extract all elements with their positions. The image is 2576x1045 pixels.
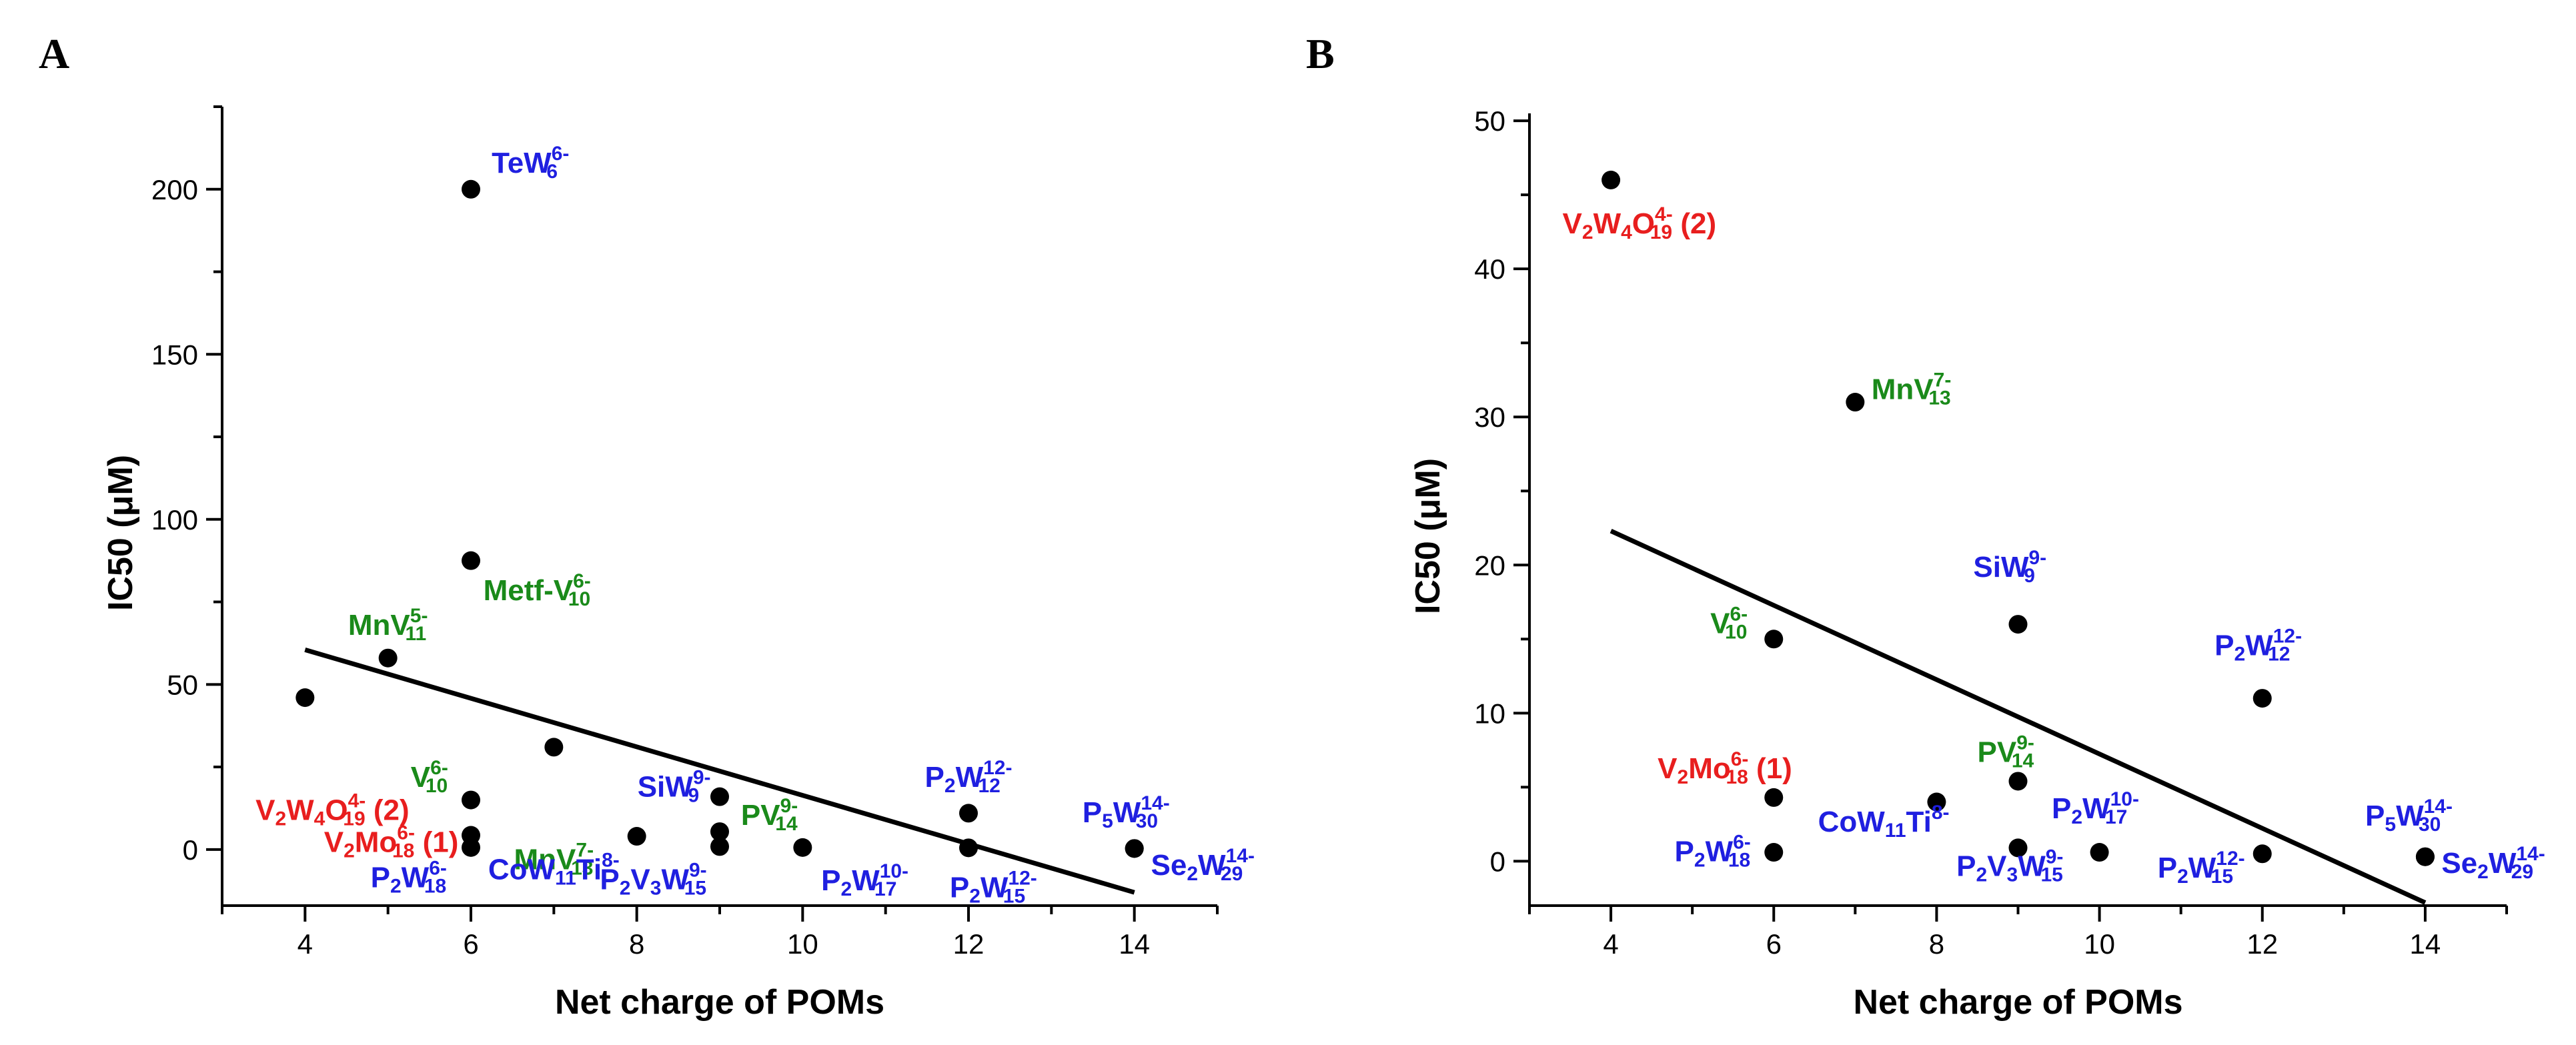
panel-a-data-point bbox=[462, 838, 480, 857]
panel-a-data-point bbox=[544, 738, 564, 757]
panel-b-point-label: P2W12-12 bbox=[2214, 626, 2302, 666]
panel-b-y-tick-label: 10 bbox=[1474, 698, 1505, 729]
panel-b-point-label: CoW11Ti8- bbox=[1818, 802, 1950, 842]
panel-b-point-label: PV9-14 bbox=[1977, 732, 2034, 772]
panel-b-y-tick-label: 30 bbox=[1474, 401, 1505, 433]
panel-b-point-label: V6-10 bbox=[1710, 604, 1748, 644]
panel-b-y-axis-title: IC50 (μM) bbox=[1409, 458, 1447, 614]
panel-a-y-tick-label: 0 bbox=[183, 834, 198, 866]
panel-a-point-label: CoW11Ti8- bbox=[488, 850, 620, 890]
panel-b-y-tick-label: 20 bbox=[1474, 550, 1505, 581]
panel-a-data-point bbox=[793, 838, 812, 857]
panel-a-y-tick-label: 200 bbox=[151, 174, 198, 205]
panel-b-point-label: V2Mo6-18 (1) bbox=[1658, 748, 1792, 788]
panel-a-point-label: P2W12-12 bbox=[925, 757, 1013, 797]
panel-a-point-label: P2W12-15 bbox=[950, 868, 1037, 908]
panel-a-data-point bbox=[627, 827, 646, 846]
panel-a-y-tick-label: 50 bbox=[167, 669, 198, 700]
panel-b-x-tick-label: 6 bbox=[1766, 928, 1782, 960]
panel-a-data-point bbox=[378, 648, 398, 668]
panel-a-y-axis-title: IC50 (μM) bbox=[101, 455, 140, 611]
panel-a-x-tick-label: 4 bbox=[297, 928, 313, 960]
panel-a-point-label: V2W4O4-19 (2) bbox=[255, 790, 410, 830]
panel-a-data-point bbox=[295, 688, 315, 708]
panel-a-x-tick-label: 12 bbox=[953, 928, 985, 960]
panel-a-x-axis-title: Net charge of POMs bbox=[555, 983, 884, 1022]
panel-b-x-tick-label: 4 bbox=[1603, 928, 1618, 960]
panel-b-data-point bbox=[1927, 792, 1946, 812]
panel-a-data-point bbox=[1125, 839, 1144, 858]
panel-b-point-label: P5W14-30 bbox=[2365, 796, 2453, 836]
panel-b-fit-line bbox=[1609, 529, 2427, 905]
panel-b-data-point bbox=[1601, 170, 1621, 189]
panel-b-data-point bbox=[2252, 689, 2272, 708]
panel-b-data-point bbox=[1764, 788, 1784, 807]
panel-a-data-point bbox=[959, 804, 978, 823]
panel-a-data-point bbox=[462, 179, 480, 199]
panel-a-point-label: V2Mo6-18 (1) bbox=[324, 822, 459, 862]
panel-b-data-point bbox=[2008, 772, 2028, 791]
panel-a-data-point bbox=[710, 822, 729, 842]
panel-a-point-label: MnV7-13 bbox=[514, 840, 594, 880]
panel-a-point-label: SiW9-9 bbox=[638, 767, 711, 807]
panel-a-point-label: P2W6-18 bbox=[371, 858, 447, 898]
panel-b-data-point bbox=[1764, 843, 1784, 862]
panel-b-point-label: V2W4O4-19 (2) bbox=[1563, 203, 1717, 243]
panel-a-x-tick-label: 10 bbox=[787, 928, 818, 960]
panel-b-data-point bbox=[2415, 847, 2435, 866]
panel-a-point-label: V6-10 bbox=[411, 757, 448, 797]
panel-b-data-point bbox=[2252, 844, 2272, 864]
panel-letter-a: A bbox=[39, 30, 69, 77]
panel-a-data-point bbox=[710, 837, 729, 856]
panel-a-fit-line bbox=[304, 647, 1135, 895]
panel-b-point-label: SiW9-9 bbox=[1973, 547, 2046, 587]
panel-b-data-point bbox=[2090, 843, 2109, 862]
panel-b-data-point bbox=[2008, 615, 2028, 634]
panel-a-point-label: MnV5-11 bbox=[348, 605, 428, 645]
panel-b-x-tick-label: 14 bbox=[2410, 928, 2441, 960]
panel-a-data-point bbox=[462, 790, 480, 810]
panel-b-point-label: MnV7-13 bbox=[1872, 369, 1952, 409]
panel-b-point-label: P2W12-15 bbox=[2158, 848, 2245, 888]
panel-b-x-tick-label: 10 bbox=[2084, 928, 2115, 960]
panel-a-x-tick-label: 8 bbox=[629, 928, 644, 960]
panel-b-y-tick-label: 50 bbox=[1474, 105, 1505, 137]
chart-panel-a: A 4 6 8 10 12 14 0 50 100 150 200 Net charge of POM… bbox=[39, 30, 1255, 1022]
panel-a-point-label: TeW6-6 bbox=[492, 143, 569, 183]
panel-a-point-label: Metf-V6-10 bbox=[484, 570, 591, 610]
panel-b-data-point bbox=[1764, 630, 1784, 649]
panel-a-y-tick-label: 150 bbox=[151, 339, 198, 370]
panel-a-point-label: P2W10-17 bbox=[821, 861, 908, 901]
panel-b-x-axis-title: Net charge of POMs bbox=[1853, 983, 2182, 1022]
panel-a-x-tick-label: 14 bbox=[1119, 928, 1150, 960]
panel-b-y-tick-label: 40 bbox=[1474, 253, 1505, 285]
panel-b-point-label: P2W6-18 bbox=[1675, 832, 1751, 872]
panel-a-point-label: P5W14-30 bbox=[1083, 792, 1170, 832]
panel-b-point-label: P2V3W9-15 bbox=[1956, 846, 2063, 886]
panel-b-x-tick-label: 12 bbox=[2246, 928, 2278, 960]
panel-b-x-tick-label: 8 bbox=[1929, 928, 1944, 960]
panel-a-x-tick-label: 6 bbox=[463, 928, 478, 960]
panel-a-data-point bbox=[959, 838, 978, 858]
panel-a-data-point bbox=[462, 551, 480, 570]
panel-b-data-point bbox=[2008, 838, 2028, 858]
panel-b-y-tick-label: 0 bbox=[1490, 846, 1505, 877]
chart-panel-b: B 4 6 8 10 12 14 0 10 20 30 40 50 Net charge of POMs… bbox=[1306, 30, 2545, 1022]
panel-b-point-label: P2W10-17 bbox=[2052, 788, 2139, 828]
panel-letter-b: B bbox=[1306, 30, 1335, 77]
panel-a-y-tick-label: 100 bbox=[151, 504, 198, 536]
panel-a-point-label: PV9-14 bbox=[741, 796, 798, 836]
panel-b-data-point bbox=[1846, 393, 1865, 412]
panel-a-point-label: P2V3W9-15 bbox=[600, 860, 706, 900]
panel-a-data-point bbox=[710, 787, 729, 806]
panel-a-point-label: Se2W14-29 bbox=[1151, 845, 1255, 885]
panel-b-point-label: Se2W14-29 bbox=[2441, 844, 2545, 884]
